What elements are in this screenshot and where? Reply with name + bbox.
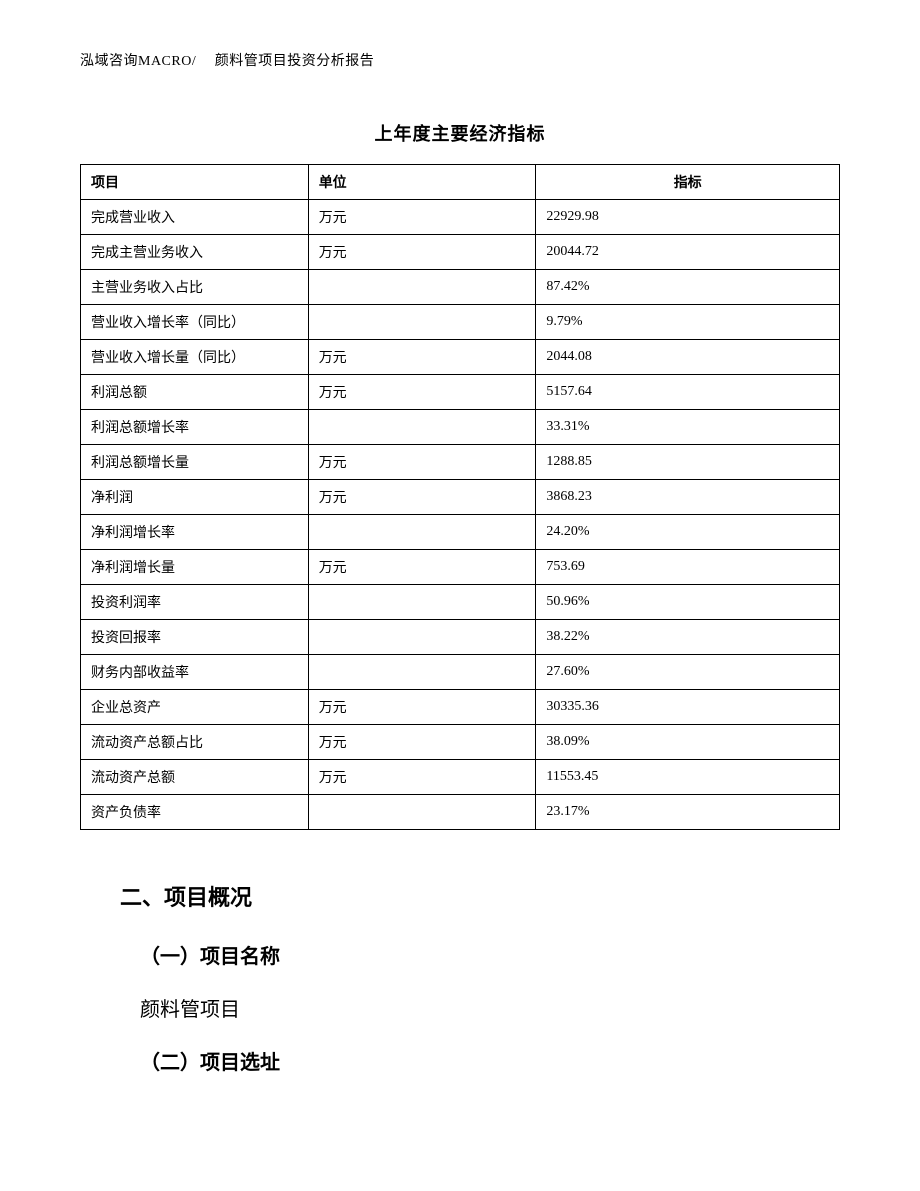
cell-value: 9.79% xyxy=(536,305,840,340)
cell-item: 投资利润率 xyxy=(81,585,309,620)
table-row: 流动资产总额 万元 11553.45 xyxy=(81,760,840,795)
cell-item: 企业总资产 xyxy=(81,690,309,725)
cell-value: 50.96% xyxy=(536,585,840,620)
cell-value: 23.17% xyxy=(536,795,840,830)
table-row: 营业收入增长率（同比） 9.79% xyxy=(81,305,840,340)
table-row: 利润总额 万元 5157.64 xyxy=(81,375,840,410)
cell-item: 净利润增长率 xyxy=(81,515,309,550)
cell-unit xyxy=(308,270,536,305)
cell-unit xyxy=(308,655,536,690)
cell-item: 投资回报率 xyxy=(81,620,309,655)
cell-value: 87.42% xyxy=(536,270,840,305)
cell-value: 30335.36 xyxy=(536,690,840,725)
cell-unit: 万元 xyxy=(308,340,536,375)
table-row: 资产负债率 23.17% xyxy=(81,795,840,830)
cell-value: 2044.08 xyxy=(536,340,840,375)
table-row: 完成营业收入 万元 22929.98 xyxy=(81,200,840,235)
cell-unit: 万元 xyxy=(308,200,536,235)
cell-value: 3868.23 xyxy=(536,480,840,515)
cell-item: 利润总额 xyxy=(81,375,309,410)
table-row: 营业收入增长量（同比） 万元 2044.08 xyxy=(81,340,840,375)
col-header-value: 指标 xyxy=(536,165,840,200)
table-row: 利润总额增长率 33.31% xyxy=(81,410,840,445)
cell-item: 净利润增长量 xyxy=(81,550,309,585)
table-row: 净利润增长量 万元 753.69 xyxy=(81,550,840,585)
cell-unit: 万元 xyxy=(308,725,536,760)
cell-item: 营业收入增长量（同比） xyxy=(81,340,309,375)
cell-unit xyxy=(308,305,536,340)
cell-unit xyxy=(308,410,536,445)
cell-item: 资产负债率 xyxy=(81,795,309,830)
cell-value: 5157.64 xyxy=(536,375,840,410)
cell-value: 11553.45 xyxy=(536,760,840,795)
cell-unit xyxy=(308,515,536,550)
sub-heading-1: （一）项目名称 xyxy=(140,940,840,969)
cell-unit xyxy=(308,585,536,620)
cell-item: 流动资产总额 xyxy=(81,760,309,795)
cell-item: 流动资产总额占比 xyxy=(81,725,309,760)
cell-value: 20044.72 xyxy=(536,235,840,270)
table-row: 净利润增长率 24.20% xyxy=(81,515,840,550)
cell-unit: 万元 xyxy=(308,480,536,515)
cell-unit: 万元 xyxy=(308,235,536,270)
cell-value: 27.60% xyxy=(536,655,840,690)
table-row: 投资利润率 50.96% xyxy=(81,585,840,620)
cell-item: 财务内部收益率 xyxy=(81,655,309,690)
cell-value: 753.69 xyxy=(536,550,840,585)
cell-item: 利润总额增长量 xyxy=(81,445,309,480)
section-heading: 二、项目概况 xyxy=(120,880,840,912)
cell-unit xyxy=(308,795,536,830)
table-row: 净利润 万元 3868.23 xyxy=(81,480,840,515)
table-row: 完成主营业务收入 万元 20044.72 xyxy=(81,235,840,270)
sub-heading-2: （二）项目选址 xyxy=(140,1046,840,1075)
cell-value: 1288.85 xyxy=(536,445,840,480)
table-row: 流动资产总额占比 万元 38.09% xyxy=(81,725,840,760)
economic-indicators-table: 项目 单位 指标 完成营业收入 万元 22929.98 完成主营业务收入 万元 … xyxy=(80,164,840,830)
cell-item: 完成主营业务收入 xyxy=(81,235,309,270)
table-header-row: 项目 单位 指标 xyxy=(81,165,840,200)
cell-item: 净利润 xyxy=(81,480,309,515)
cell-unit: 万元 xyxy=(308,690,536,725)
page-header: 泓域咨询MACRO/ 颜料管项目投资分析报告 xyxy=(80,50,840,70)
table-row: 投资回报率 38.22% xyxy=(81,620,840,655)
cell-value: 38.22% xyxy=(536,620,840,655)
cell-unit: 万元 xyxy=(308,760,536,795)
cell-value: 33.31% xyxy=(536,410,840,445)
cell-unit: 万元 xyxy=(308,375,536,410)
cell-item: 完成营业收入 xyxy=(81,200,309,235)
body-text-1: 颜料管项目 xyxy=(140,993,840,1022)
cell-value: 38.09% xyxy=(536,725,840,760)
table-row: 利润总额增长量 万元 1288.85 xyxy=(81,445,840,480)
cell-unit xyxy=(308,620,536,655)
table-row: 主营业务收入占比 87.42% xyxy=(81,270,840,305)
cell-value: 24.20% xyxy=(536,515,840,550)
table-row: 财务内部收益率 27.60% xyxy=(81,655,840,690)
cell-item: 主营业务收入占比 xyxy=(81,270,309,305)
table-title: 上年度主要经济指标 xyxy=(80,120,840,146)
cell-value: 22929.98 xyxy=(536,200,840,235)
table-row: 企业总资产 万元 30335.36 xyxy=(81,690,840,725)
col-header-unit: 单位 xyxy=(308,165,536,200)
cell-item: 利润总额增长率 xyxy=(81,410,309,445)
cell-unit: 万元 xyxy=(308,550,536,585)
col-header-item: 项目 xyxy=(81,165,309,200)
cell-item: 营业收入增长率（同比） xyxy=(81,305,309,340)
cell-unit: 万元 xyxy=(308,445,536,480)
